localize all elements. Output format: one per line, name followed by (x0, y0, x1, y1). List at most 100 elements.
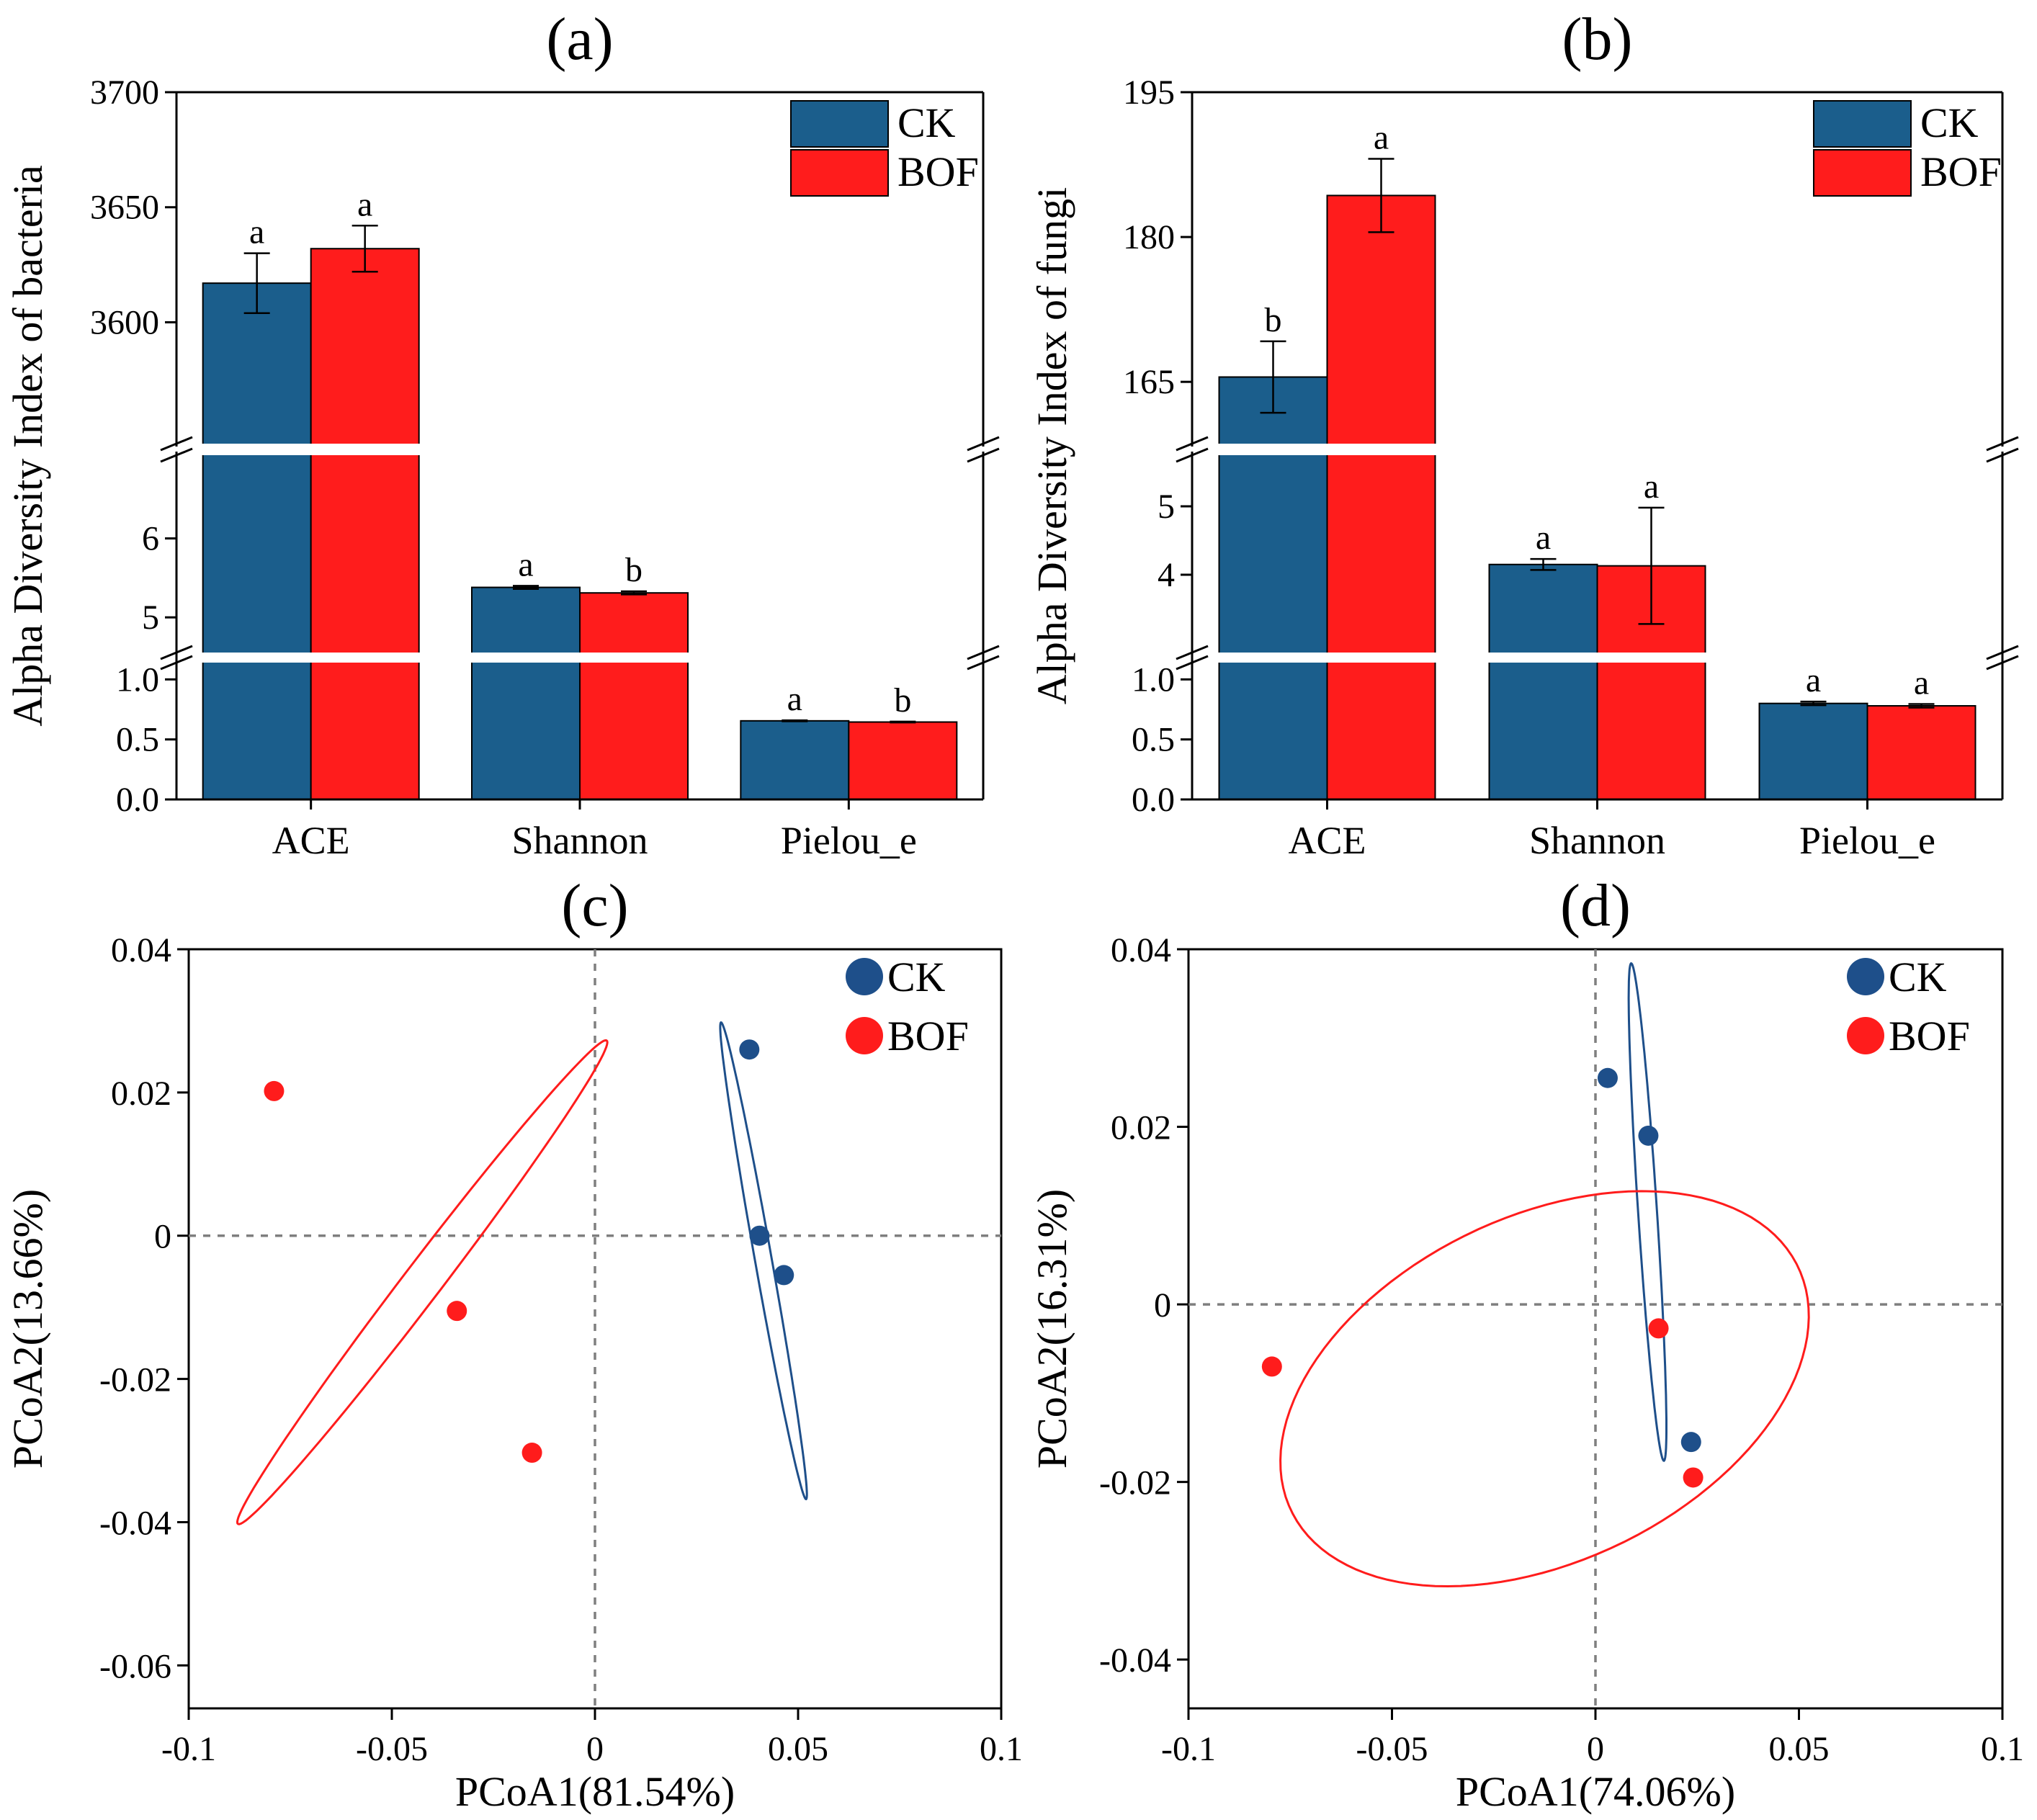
x-tick-label: ACE (272, 819, 350, 862)
y-tick-label: 3600 (90, 303, 159, 341)
x-tick-label: 0.05 (768, 1730, 828, 1768)
bar-ck-shannon (471, 586, 581, 800)
y-axis-label: Alpha Diversity Index of fungi (1029, 187, 1075, 704)
x-tick-label: Pielou_e (1799, 819, 1935, 862)
significance-letter: a (357, 185, 372, 223)
y-tick-label: 0.02 (111, 1075, 171, 1113)
y-axis-label: PCoA2(16.31%) (1029, 1189, 1075, 1469)
axis-break-gap (172, 444, 988, 455)
point-ck (774, 1265, 794, 1286)
significance-letter: a (1644, 467, 1659, 506)
y-tick-label: 0.5 (1132, 721, 1175, 759)
bar-bof-ace (1326, 194, 1436, 800)
y-tick-label: 0.5 (116, 721, 159, 759)
legend-bof-label: BOF (887, 1013, 969, 1059)
bar-ck-pielou_e (740, 720, 850, 800)
x-tick-label: -0.1 (1161, 1730, 1216, 1768)
y-tick-label: 5 (142, 599, 159, 637)
bar-bof-pielou_e (1866, 705, 1976, 800)
x-tick-label: Pielou_e (781, 819, 917, 862)
legend-bof-swatch (790, 149, 889, 197)
y-tick-label: -0.04 (99, 1504, 171, 1542)
x-tick-label: Shannon (512, 819, 648, 862)
legend-bof-swatch (1813, 149, 1912, 197)
point-bof (264, 1080, 285, 1101)
significance-letter: b (625, 551, 643, 589)
legend-bof-marker (1847, 1017, 1884, 1054)
y-tick-label: 4 (1158, 556, 1175, 594)
significance-letter: a (787, 680, 802, 718)
point-ck (1597, 1067, 1618, 1088)
panel-b-bar-chart: (b) Alpha Diversity Index of fungi b a ACE a a… (1029, 6, 2019, 862)
legend-ck-marker (846, 958, 883, 995)
y-tick-label: 180 (1123, 218, 1175, 256)
legend-ck-label: CK (1889, 954, 1947, 1000)
panel-a-bar-chart: (a) Alpha Diversity Index of bacteria a a AC… (4, 6, 1000, 862)
x-tick-label: 0 (1587, 1730, 1604, 1768)
significance-letter: a (1914, 664, 1929, 702)
y-tick-label: 165 (1123, 363, 1175, 401)
x-tick-label: 0 (586, 1730, 604, 1768)
bar-ck-shannon (1488, 563, 1598, 800)
y-tick-label: 1.0 (116, 660, 159, 699)
y-tick-label: -0.06 (99, 1647, 171, 1685)
panel-title: (d) (1560, 872, 1631, 939)
axis-break-gap (172, 653, 988, 663)
significance-letter: a (1536, 519, 1551, 557)
panel-title: (c) (561, 872, 628, 939)
y-tick-label: 3700 (90, 73, 159, 112)
point-bof (1261, 1356, 1282, 1377)
significance-letter: a (249, 213, 264, 251)
axis-break-gap (1188, 653, 2007, 663)
legend-bof-label: BOF (897, 148, 979, 195)
y-tick-label: 3650 (90, 189, 159, 227)
point-ck (1638, 1125, 1659, 1146)
panel-d-pcoa-plot: (d) -0.1 -0.05 0 0.05 0.1 0.04 0.02 0 -0.02 -0.04 P… (1029, 872, 2024, 1815)
point-bof (1648, 1318, 1669, 1339)
y-axis-label: Alpha Diversity Index of bacteria (4, 165, 51, 727)
confidence-ellipse-ck (719, 1021, 808, 1501)
legend-ck-label: CK (887, 954, 946, 1000)
bar-bof-shannon (579, 592, 689, 800)
significance-letter: b (894, 681, 911, 720)
x-tick-label: -0.05 (1356, 1730, 1428, 1768)
x-tick-label: -0.1 (161, 1730, 216, 1768)
legend-bof-marker (846, 1017, 883, 1054)
x-tick-label: 0.1 (1981, 1730, 2024, 1768)
legend-ck-label: CK (897, 99, 956, 146)
legend-bof-label: BOF (1920, 148, 2002, 195)
bar-bof-ace (310, 248, 420, 800)
confidence-ellipse-bof (236, 1039, 609, 1525)
y-tick-label: 0 (1154, 1286, 1171, 1324)
x-tick-label: 0.05 (1769, 1730, 1830, 1768)
y-tick-label: -0.02 (1099, 1464, 1171, 1502)
bar-ck-ace (202, 282, 312, 800)
y-tick-label: 0.0 (1132, 781, 1175, 819)
x-tick-label: Shannon (1529, 819, 1665, 862)
legend-ck-swatch (1813, 100, 1912, 148)
x-tick-label: -0.05 (356, 1730, 428, 1768)
point-ck (1680, 1432, 1701, 1453)
y-tick-label: 0.04 (1111, 931, 1171, 969)
point-bof (1683, 1467, 1704, 1488)
significance-letter: b (1265, 301, 1282, 339)
y-tick-label: 0.02 (1111, 1109, 1171, 1147)
panel-c-pcoa-plot: (c) -0.1 -0.05 0 0.05 0.1 0.04 0.02 0 -0.02 -0.04 -… (4, 872, 1023, 1815)
y-tick-label: -0.02 (99, 1361, 171, 1399)
point-bof (447, 1301, 467, 1322)
point-ck (749, 1225, 770, 1246)
significance-letter: a (518, 545, 533, 583)
y-axis-label: PCoA2(13.66%) (4, 1189, 51, 1469)
y-tick-label: 1.0 (1132, 660, 1175, 699)
x-tick-label: 0.1 (980, 1730, 1023, 1768)
y-tick-label: -0.04 (1099, 1641, 1171, 1680)
y-tick-label: 0 (154, 1218, 171, 1256)
bar-ck-ace (1218, 376, 1328, 800)
significance-letter: a (1374, 119, 1389, 157)
y-tick-label: 195 (1123, 73, 1175, 112)
point-ck (739, 1039, 760, 1060)
significance-letter: a (1806, 661, 1821, 699)
confidence-ellipse-ck (1627, 961, 1667, 1462)
y-tick-label: 0.0 (116, 781, 159, 819)
x-axis-label: PCoA1(74.06%) (1456, 1768, 1735, 1815)
